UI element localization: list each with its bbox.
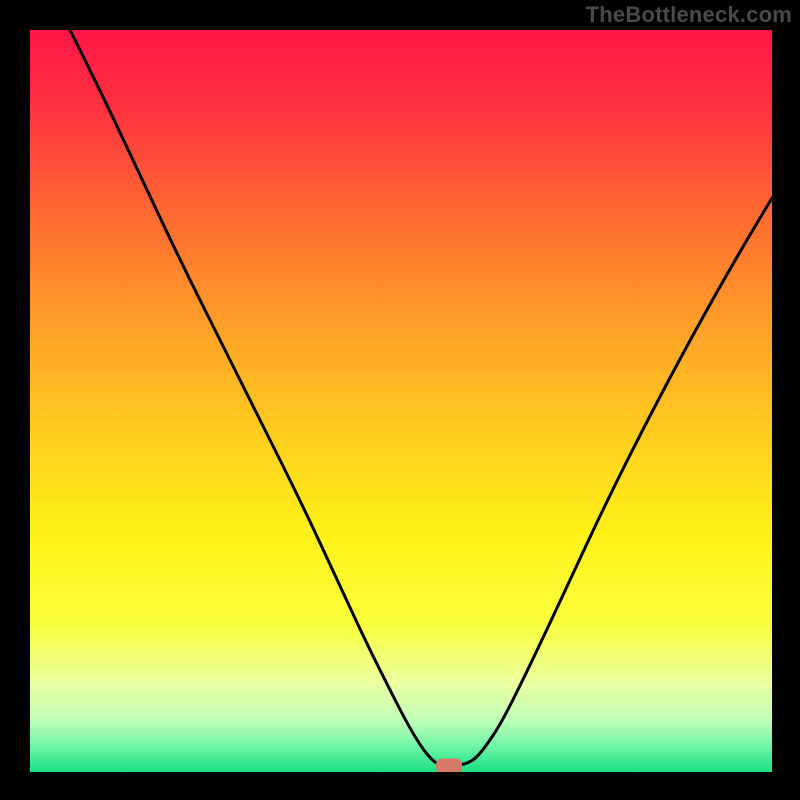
bottleneck-curve [30, 30, 772, 772]
watermark-text: TheBottleneck.com [586, 2, 792, 28]
optimal-marker [436, 759, 462, 772]
chart-frame [30, 30, 772, 772]
